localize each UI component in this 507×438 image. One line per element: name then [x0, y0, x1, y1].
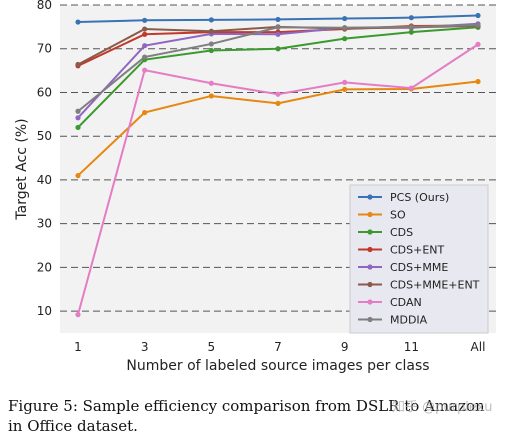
y-axis-label: Target Acc (%)	[14, 118, 30, 220]
x-tick-label: 9	[341, 340, 349, 354]
data-point	[475, 41, 481, 47]
x-tick-label: All	[471, 340, 486, 354]
data-point	[208, 41, 214, 47]
legend-label: CDS+MME	[390, 261, 448, 274]
data-point	[75, 19, 81, 25]
y-tick-label: 40	[37, 173, 52, 187]
y-tick-label: 70	[37, 42, 52, 56]
x-tick-label: 7	[274, 340, 282, 354]
y-tick-label: 30	[37, 217, 52, 231]
data-point	[275, 16, 281, 23]
legend-marker	[367, 299, 373, 305]
series-group	[75, 12, 481, 318]
series	[75, 22, 481, 114]
series	[75, 12, 481, 25]
x-tick-label: 11	[404, 340, 419, 354]
data-point	[142, 109, 148, 116]
data-point	[275, 91, 281, 97]
data-point	[475, 12, 481, 19]
y-tick-label: 10	[37, 304, 52, 318]
data-point	[342, 79, 348, 86]
legend-marker	[367, 264, 373, 270]
data-point	[208, 17, 214, 23]
data-point	[75, 115, 81, 121]
legend-label: CDS	[390, 226, 413, 239]
legend-marker	[367, 316, 373, 323]
x-axis-label: Number of labeled source images per clas…	[126, 358, 429, 374]
data-point	[208, 80, 214, 86]
legend-label: MDDIA	[390, 314, 428, 327]
legend-marker	[367, 229, 373, 235]
data-point	[408, 85, 414, 91]
y-tick-label: 60	[37, 85, 52, 99]
data-point	[342, 86, 348, 93]
legend: PCS (Ours) SO CDS CDS+ENT CDS+MME CDS+MME+ENT…	[349, 184, 489, 334]
data-point	[75, 312, 81, 318]
legend-label: SO	[390, 209, 406, 222]
data-point	[275, 46, 281, 52]
legend-box	[349, 184, 489, 334]
legend-marker	[367, 211, 373, 218]
data-point	[75, 124, 81, 131]
legend-marker	[367, 281, 373, 288]
line-chart: 10 20 30 40 50 60 70 80 1 3 5 7 9 11 All Number of la…	[14, 0, 496, 374]
y-tick-label: 50	[37, 129, 52, 143]
data-point	[342, 15, 348, 22]
data-point	[475, 22, 481, 28]
legend-marker	[367, 194, 373, 200]
data-point	[275, 24, 281, 30]
data-point	[275, 31, 281, 37]
legend-label: PCS (Ours)	[390, 191, 449, 204]
x-tick-labels: 1 3 5 7 9 11 All	[74, 340, 485, 354]
data-point	[208, 28, 214, 34]
figure-caption: Figure 5: Sample efficiency comparison f…	[8, 397, 485, 435]
data-point	[142, 67, 148, 73]
legend-label: CDS+ENT	[390, 244, 445, 257]
y-tick-label: 80	[37, 0, 52, 12]
legend-label: CDS+MME+ENT	[390, 279, 480, 292]
x-tick-label: 3	[141, 340, 149, 354]
data-point	[75, 108, 81, 114]
y-tick-labels: 10 20 30 40 50 60 70 80	[37, 0, 52, 318]
data-point	[142, 26, 148, 32]
data-point	[142, 31, 148, 37]
watermark: 知乎 @purplexu	[392, 400, 493, 415]
data-point	[75, 61, 81, 68]
data-point	[475, 78, 481, 85]
data-point	[142, 54, 148, 60]
data-point	[342, 25, 348, 31]
x-tick-label: 5	[208, 340, 216, 354]
data-point	[408, 24, 414, 30]
series	[75, 41, 481, 318]
data-point	[142, 17, 148, 23]
data-point	[142, 43, 148, 49]
data-point	[408, 15, 414, 21]
data-point	[75, 172, 81, 179]
data-point	[408, 29, 414, 35]
data-point	[208, 93, 214, 99]
data-point	[342, 36, 348, 42]
data-point	[208, 47, 214, 54]
x-tick-label: 1	[74, 340, 82, 354]
data-point	[275, 100, 281, 106]
legend-label: CDAN	[390, 296, 422, 309]
legend-marker	[367, 246, 373, 253]
y-tick-label: 20	[37, 260, 52, 274]
